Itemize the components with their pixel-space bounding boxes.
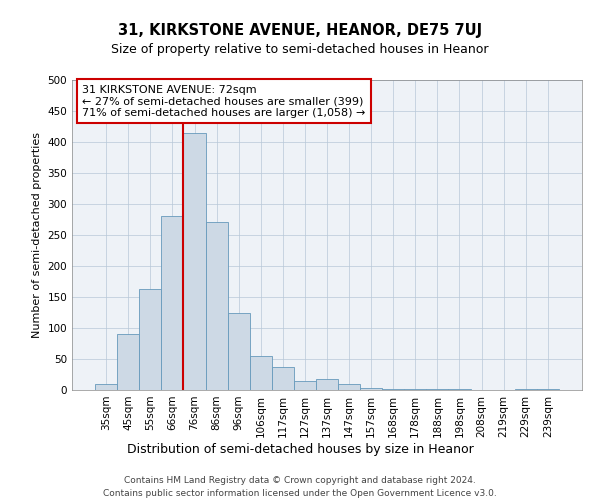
Text: Contains public sector information licensed under the Open Government Licence v3: Contains public sector information licen…: [103, 489, 497, 498]
Text: Contains HM Land Registry data © Crown copyright and database right 2024.: Contains HM Land Registry data © Crown c…: [124, 476, 476, 485]
Bar: [95, 384, 117, 390]
Bar: [117, 334, 139, 390]
Bar: [294, 380, 316, 390]
Bar: [272, 367, 294, 390]
Bar: [382, 389, 404, 390]
Bar: [139, 289, 161, 390]
Text: Distribution of semi-detached houses by size in Heanor: Distribution of semi-detached houses by …: [127, 442, 473, 456]
Text: 31 KIRKSTONE AVENUE: 72sqm
← 27% of semi-detached houses are smaller (399)
71% o: 31 KIRKSTONE AVENUE: 72sqm ← 27% of semi…: [82, 84, 365, 118]
Bar: [184, 134, 206, 390]
Bar: [206, 222, 227, 390]
Text: 31, KIRKSTONE AVENUE, HEANOR, DE75 7UJ: 31, KIRKSTONE AVENUE, HEANOR, DE75 7UJ: [118, 22, 482, 38]
Bar: [404, 389, 427, 390]
Bar: [360, 388, 382, 390]
Bar: [227, 312, 250, 390]
Bar: [338, 384, 360, 390]
Bar: [250, 356, 272, 390]
Text: Size of property relative to semi-detached houses in Heanor: Size of property relative to semi-detach…: [111, 42, 489, 56]
Bar: [161, 216, 184, 390]
Y-axis label: Number of semi-detached properties: Number of semi-detached properties: [32, 132, 42, 338]
Bar: [316, 380, 338, 390]
